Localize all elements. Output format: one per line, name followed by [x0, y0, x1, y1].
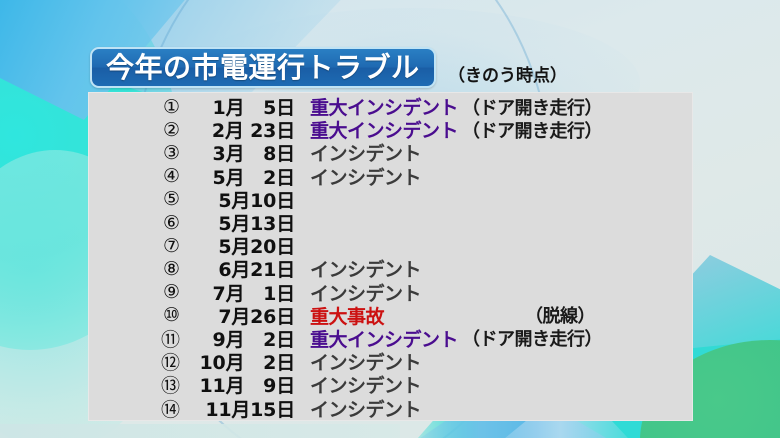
row-date: 10月 2日: [199, 352, 296, 375]
row-detail-note: （脱線）: [525, 306, 596, 328]
table-row: ⑬ 11月 9日 インシデント: [88, 373, 693, 398]
table-row: ⑩ 7月26日 重大事故 （脱線）: [88, 304, 693, 328]
row-index-circled: ⑪: [160, 328, 180, 351]
table-row: ⑫ 10月 2日 インシデント: [88, 350, 693, 375]
row-index-circled: ⑨: [162, 281, 180, 304]
table-row: ⑥ 5月13日: [88, 211, 693, 236]
incident-list: ① 1月 5日 重大インシデント （ドア開き走行） ② 2月 23日 重大インシデント （ドア…: [88, 95, 693, 421]
table-row: ④ 5月 2日 インシデント: [88, 165, 693, 189]
table-row: ⑪ 9月 2日 重大インシデント （ドア開き走行）: [88, 327, 693, 351]
row-index-circled: ③: [162, 141, 180, 164]
table-row: ⑧ 6月21日 インシデント: [88, 257, 693, 282]
row-index-circled: ⑫: [160, 352, 180, 375]
row-classification: インシデント: [310, 143, 422, 166]
row-date: 5月 2日: [212, 166, 296, 189]
row-date: 7月 1日: [212, 282, 296, 305]
row-index-circled: ⑤: [162, 188, 180, 211]
row-index-circled: ⑩: [162, 304, 180, 327]
row-detail-note: （ドア開き走行）: [462, 329, 603, 351]
row-classification: 重大インシデント: [310, 328, 459, 351]
row-index-circled: ⑥: [162, 211, 180, 234]
incident-list-panel: ① 1月 5日 重大インシデント （ドア開き走行） ② 2月 23日 重大インシデント （ドア…: [88, 92, 693, 421]
row-index-circled: ④: [162, 165, 180, 188]
row-classification: インシデント: [310, 259, 422, 282]
table-row: ⑦ 5月20日: [88, 234, 693, 259]
row-date: 1月 5日: [212, 97, 296, 120]
row-date: 7月26日: [218, 305, 295, 328]
row-detail-note: （ドア開き走行）: [462, 120, 603, 142]
table-row: ⑨ 7月 1日 インシデント: [88, 281, 693, 305]
row-date: 6月21日: [218, 259, 295, 282]
page-title-badge: 今年の市電運行トラブル: [90, 47, 436, 88]
title-timestamp-note: （きのう時点）: [448, 66, 567, 86]
table-row: ⑭ 11月15日 インシデント: [88, 396, 693, 421]
page-title: 今年の市電運行トラブル: [106, 50, 420, 84]
table-row: ③ 3月 8日 インシデント: [88, 141, 693, 166]
table-row: ② 2月 23日 重大インシデント （ドア開き走行）: [88, 118, 693, 143]
row-index-circled: ⑭: [160, 398, 180, 421]
row-index-circled: ①: [162, 95, 180, 118]
row-index-circled: ⑦: [162, 234, 180, 257]
row-index-circled: ⑬: [160, 375, 180, 398]
table-row: ① 1月 5日 重大インシデント （ドア開き走行）: [88, 95, 693, 120]
row-date: 5月20日: [218, 236, 295, 259]
row-classification: インシデント: [310, 398, 422, 421]
table-row: ⑤ 5月10日: [88, 188, 693, 212]
row-classification: 重大インシデント: [310, 97, 459, 120]
row-classification: 重大インシデント: [310, 120, 459, 143]
row-classification: インシデント: [310, 352, 422, 375]
row-classification: インシデント: [310, 282, 422, 305]
row-date: 11月 9日: [199, 375, 296, 398]
row-date: 2月 23日: [211, 120, 295, 143]
background-bottom-strip: [0, 424, 400, 438]
row-date: 3月 8日: [212, 143, 296, 166]
row-index-circled: ⑧: [162, 257, 180, 280]
row-classification: インシデント: [310, 166, 422, 189]
row-date: 5月13日: [218, 213, 295, 236]
row-date: 5月10日: [218, 189, 295, 212]
row-detail-note: （ドア開き走行）: [462, 97, 603, 119]
row-date: 9月 2日: [212, 328, 296, 351]
row-classification: インシデント: [310, 375, 422, 398]
row-index-circled: ②: [162, 118, 180, 141]
row-date: 11月15日: [205, 398, 295, 421]
row-classification: 重大事故: [310, 305, 385, 328]
